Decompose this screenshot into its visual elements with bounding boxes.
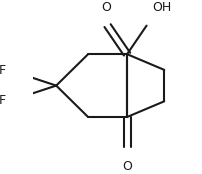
Text: F: F — [0, 64, 6, 77]
Text: OH: OH — [153, 1, 172, 14]
Text: F: F — [0, 94, 6, 107]
Text: O: O — [102, 1, 112, 14]
Text: O: O — [122, 160, 132, 173]
